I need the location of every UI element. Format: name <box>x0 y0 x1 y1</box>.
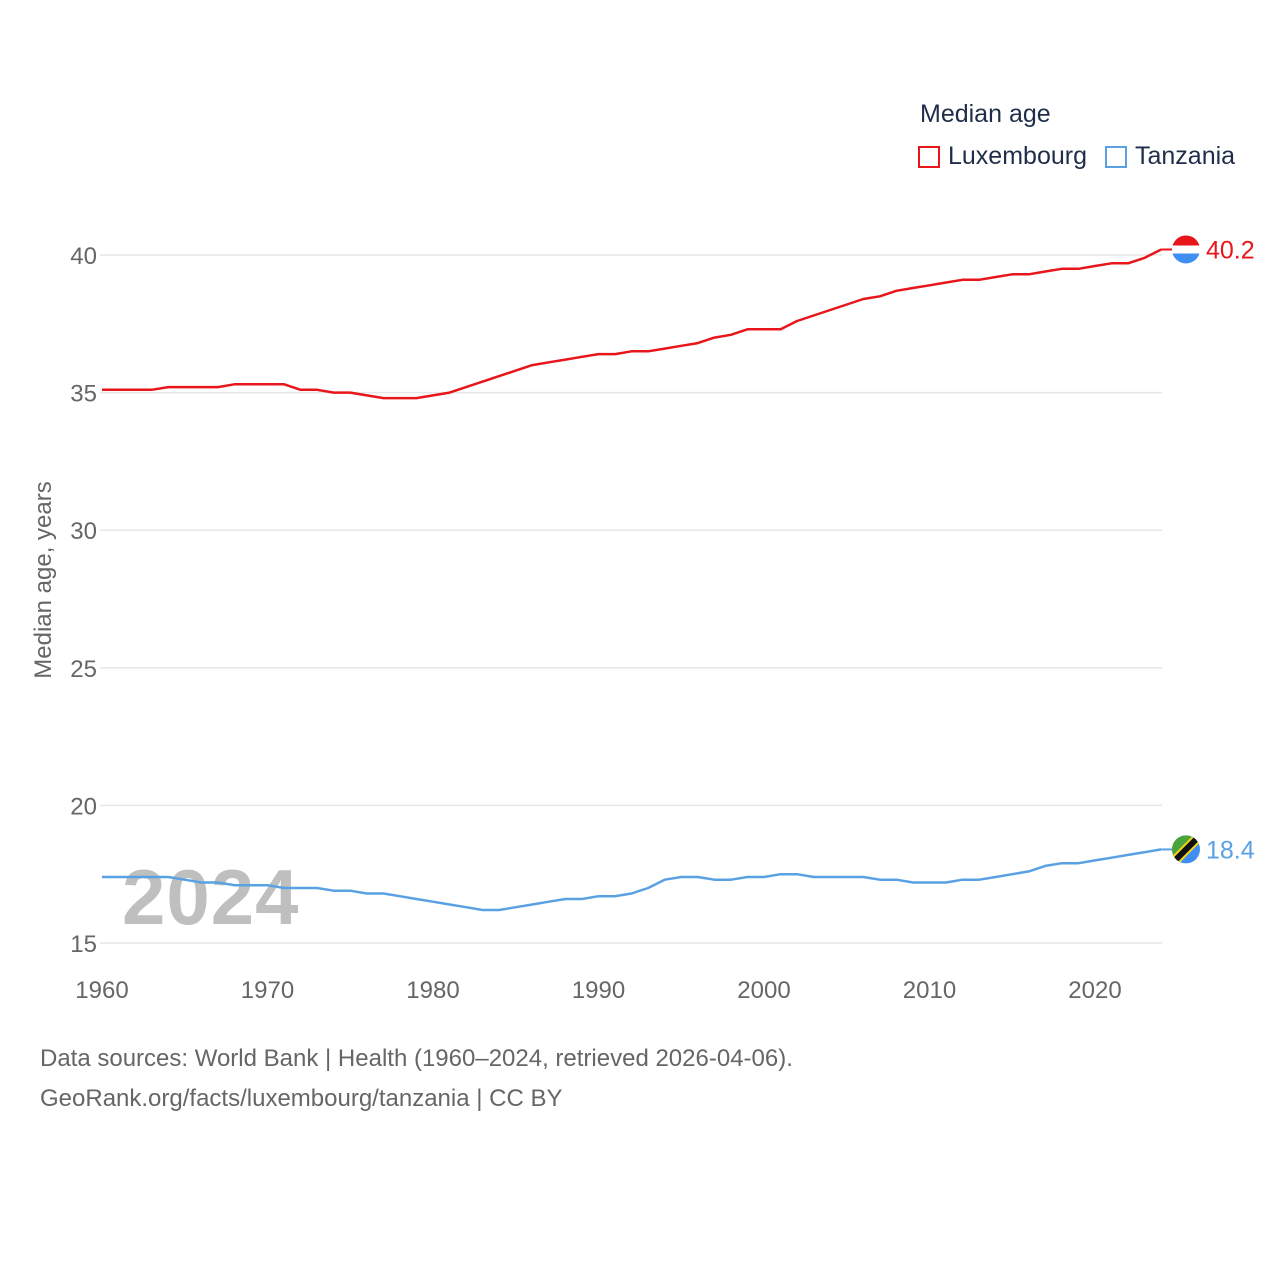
x-tick-label: 1960 <box>75 977 128 1004</box>
series-line-luxembourg[interactable] <box>102 248 1162 400</box>
legend-item-tanzania[interactable]: Tanzania <box>1104 142 1236 171</box>
legend-title: Median age <box>920 100 1051 128</box>
y-tick-label: 15 <box>70 931 97 958</box>
x-tick-label: 2000 <box>737 977 790 1004</box>
x-tick-label: 2010 <box>903 977 956 1004</box>
year-watermark: 2024 <box>122 853 300 941</box>
y-axis-label: Median age, years <box>30 481 57 678</box>
y-tick-label: 40 <box>70 243 97 270</box>
end-value-label-tanzania: 18.4 <box>1206 836 1255 864</box>
flag-luxembourg-icon <box>1172 235 1200 264</box>
legend-label-luxembourg: Luxembourg <box>948 142 1087 170</box>
y-tick-label: 35 <box>70 381 97 408</box>
legend: Luxembourg Tanzania <box>918 142 1253 171</box>
legend-swatch-luxembourg <box>918 145 940 168</box>
legend-swatch-tanzania <box>1104 145 1127 168</box>
y-tick-label: 30 <box>70 518 97 545</box>
x-tick-label: 1980 <box>406 977 459 1004</box>
end-value-label-luxembourg: 40.2 <box>1206 236 1255 264</box>
source-line-1: Data sources: World Bank | Health (1960–… <box>40 1045 793 1072</box>
x-tick-label: 2020 <box>1068 977 1121 1004</box>
legend-label-tanzania: Tanzania <box>1134 142 1236 170</box>
flag-tanzania-icon <box>1172 835 1200 864</box>
series-line-tanzania[interactable] <box>102 848 1162 912</box>
legend-item-luxembourg[interactable]: Luxembourg <box>918 142 1087 171</box>
x-tick-label: 1970 <box>241 977 294 1004</box>
y-tick-label: 25 <box>70 656 97 683</box>
y-tick-label: 20 <box>70 793 97 820</box>
x-tick-label: 1990 <box>572 977 625 1004</box>
source-line-2[interactable]: GeoRank.org/facts/luxembourg/tanzania | … <box>40 1085 563 1112</box>
